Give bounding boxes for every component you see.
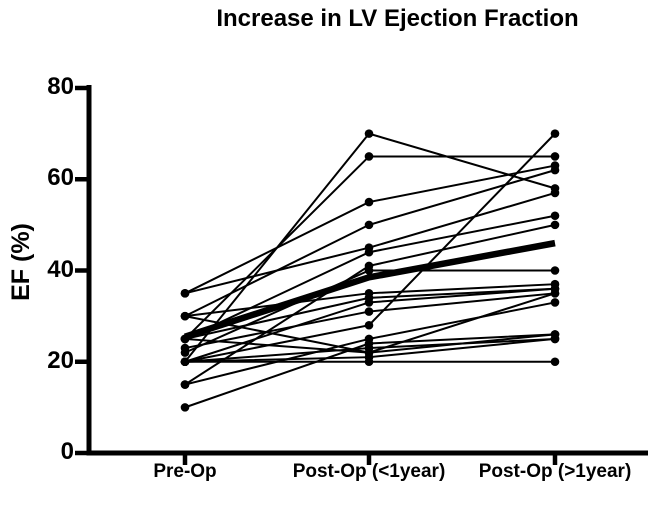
y-tick-label: 0 [60, 438, 74, 465]
x-tick-label: Pre-Op [153, 461, 217, 482]
data-point [550, 220, 560, 230]
data-point [180, 380, 190, 389]
data-point [550, 330, 560, 339]
y-tick-label: 20 [47, 347, 74, 374]
data-point [364, 348, 374, 357]
data-point [550, 357, 560, 367]
data-point [550, 266, 560, 275]
data-point [550, 188, 560, 198]
data-point [550, 298, 560, 307]
data-point [180, 311, 190, 321]
data-point [364, 247, 374, 257]
chart-title: Increase in LV Ejection Fraction [216, 5, 579, 32]
data-point [180, 343, 190, 353]
data-point [180, 334, 190, 344]
data-point [180, 357, 190, 367]
data-point [550, 165, 560, 175]
data-point [364, 197, 374, 207]
data-point [180, 403, 190, 412]
data-point [364, 298, 374, 307]
data-point [364, 129, 374, 138]
data-point [550, 289, 560, 298]
x-tick-label: Post-Op (<1year) [292, 461, 446, 482]
data-point [550, 152, 560, 161]
y-tick-label: 40 [47, 256, 74, 283]
mean-line [184, 239, 556, 340]
y-tick-label: 80 [47, 73, 74, 100]
data-point [364, 357, 374, 367]
data-point [364, 320, 374, 330]
x-tick-label: Post-Op (>1year) [478, 461, 632, 482]
data-point [180, 289, 190, 298]
y-tick-label: 60 [47, 164, 74, 191]
data-point [364, 307, 374, 316]
data-point [364, 152, 374, 161]
data-point [364, 261, 374, 271]
data-point [550, 211, 560, 221]
data-point [550, 129, 560, 138]
data-point [364, 220, 374, 230]
